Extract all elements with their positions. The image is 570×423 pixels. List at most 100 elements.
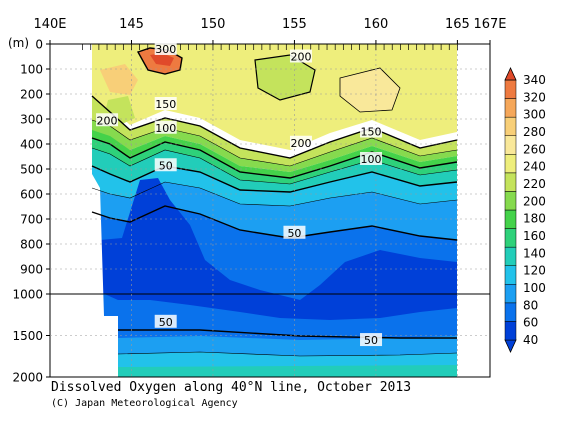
contour-label-bg (96, 113, 119, 127)
colorbar-label: 280 (523, 125, 546, 139)
x-tick-label: 150 (201, 17, 226, 32)
y-tick-label: 100 (20, 63, 43, 77)
y-tick-label: 0 (35, 38, 43, 52)
x-tick-label: 140E (33, 17, 66, 32)
contour-lines (91, 47, 458, 357)
contour-thin-3 (91, 181, 458, 207)
contour-label-bg (289, 49, 312, 63)
colorbar-swatch (504, 228, 517, 248)
colorbar-label: 120 (523, 264, 546, 278)
colorbar-swatch (504, 302, 517, 322)
colorbar-label: 80 (523, 298, 538, 312)
contour-label: 50 (159, 316, 173, 329)
chart-credit: (C) Japan Meteorological Agency (51, 398, 238, 409)
colorbar-swatch (504, 154, 517, 174)
colorbar-label: 320 (523, 90, 546, 104)
contour-label: 150 (361, 126, 382, 139)
y-tick-label: 800 (20, 238, 43, 252)
y-tick-label: 900 (20, 263, 43, 277)
colorbar: 40 60 80 100 120 140 160 180 200 220 240 260 280 300 3… (504, 67, 546, 353)
grid (50, 44, 490, 377)
contour-label: 100 (361, 153, 382, 166)
y-tick-label: 600 (20, 188, 43, 202)
band-100 (92, 166, 457, 206)
patch-200-mid (255, 55, 315, 100)
colorbar-label: 240 (523, 160, 546, 174)
colorbar-label: 160 (523, 229, 546, 243)
y-tick-label: 1000 (12, 288, 43, 302)
oxygen-field (50, 44, 490, 377)
colorbar-swatch (504, 135, 517, 155)
colorbar-swatch (504, 246, 517, 266)
colorbar-label: 100 (523, 281, 546, 295)
x-axis: 140E 145 150 155 160 165 167E (33, 17, 507, 44)
contour-surface-300 (136, 47, 183, 75)
band-80 (92, 182, 457, 240)
colorbar-label: 340 (523, 73, 546, 87)
contour-label-bg (154, 158, 177, 172)
x-tick-label: 167E (473, 17, 506, 32)
contour-label: 100 (155, 122, 176, 135)
colorbar-swatch (504, 321, 517, 341)
contour-thin-4 (117, 351, 458, 357)
chart-title: Dissolved Oxygen along 40°N line, Octobe… (51, 380, 412, 395)
y-axis: 0 100 200 300 400 500 600 700 800 900 1000 1500 2000 (12, 38, 50, 385)
colorbar-label: 260 (523, 142, 546, 156)
y-tick-label: 500 (20, 163, 43, 177)
colorbar-label: 200 (523, 194, 546, 208)
colorbar-swatch (504, 172, 517, 192)
colorbar-label: 180 (523, 212, 546, 226)
colorbar-swatch (504, 191, 517, 211)
contour-label: 50 (287, 227, 301, 240)
band-40-core (100, 178, 457, 320)
contour-label-bg (154, 97, 177, 110)
contour-label-bg (360, 124, 383, 138)
contour-thin-2 (91, 147, 458, 185)
contour-150 (91, 137, 458, 179)
colorbar-high-arrow (504, 67, 517, 81)
colorbar-swatch (504, 79, 517, 99)
contour-200 (91, 95, 458, 159)
colorbar-label: 220 (523, 177, 546, 191)
band-120 (92, 148, 457, 192)
contour-label-bg (360, 152, 383, 165)
contour-100 (91, 165, 458, 193)
contour-label: 50 (159, 159, 173, 172)
contour-label-bg (289, 135, 312, 149)
x-tick-label: 155 (282, 17, 307, 32)
contour-labels: 300 200 200 150 100 200 150 100 50 50 50 50 (96, 42, 383, 347)
colorbar-label: 300 (523, 108, 546, 122)
colorbar-swatch (504, 209, 517, 229)
y-tick-label: 1500 (12, 329, 43, 343)
patch-260-right (340, 68, 400, 112)
contour-label: 150 (155, 98, 176, 111)
patch-260-left (100, 64, 138, 95)
colorbar-label: 60 (523, 316, 538, 330)
x-tick-label: 145 (119, 17, 144, 32)
band-140 (92, 138, 457, 184)
contour-label-bg (154, 42, 177, 55)
colorbar-label: 140 (523, 246, 546, 260)
contour-50-deep (118, 329, 457, 339)
colorbar-swatch (504, 265, 517, 285)
contour-label: 200 (290, 51, 311, 64)
x-tick-label: 165 (445, 17, 470, 32)
band-180 (92, 120, 457, 172)
colorbar-swatch (504, 284, 517, 304)
patch-320 (150, 53, 174, 66)
contour-50-upper (91, 205, 458, 241)
colorbar-low-arrow (504, 339, 517, 353)
y-tick-label: 200 (20, 88, 43, 102)
y-tick-label: 2000 (12, 371, 43, 385)
contour-label-bg (154, 120, 177, 134)
y-tick-label: 300 (20, 113, 43, 127)
colorbar-swatch (504, 116, 517, 136)
band-160 (92, 130, 457, 178)
contour-surface-patch-2 (339, 67, 401, 113)
contour-label: 50 (364, 334, 378, 347)
contour-label: 300 (155, 43, 176, 56)
x-tick-label: 160 (364, 17, 389, 32)
contour-label-bg (283, 225, 306, 239)
y-tick-label: 400 (20, 138, 43, 152)
